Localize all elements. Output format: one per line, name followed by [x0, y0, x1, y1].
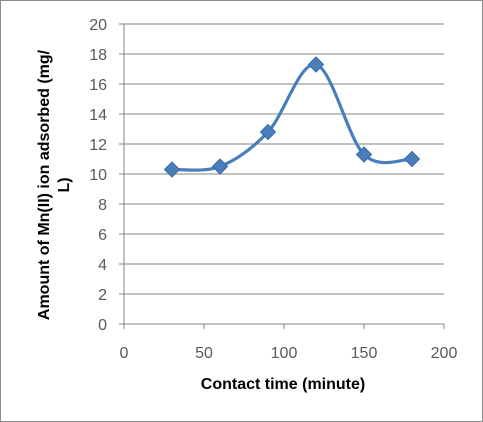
y-tick-label-20: 20 [89, 17, 107, 34]
x-tick-labels: 0 50 100 150 200 [120, 345, 458, 362]
data-point-120 [307, 56, 325, 73]
gridlines [124, 23, 444, 295]
x-tick-label-100: 100 [271, 345, 298, 362]
data-series [163, 56, 421, 178]
y-tick-labels: 0 2 4 6 8 10 12 14 16 18 20 [89, 17, 107, 334]
y-tick-label-4: 4 [98, 257, 107, 274]
y-tick-label-16: 16 [89, 77, 107, 94]
data-point-180 [403, 150, 421, 168]
y-axis-label-line-2: L) [56, 177, 73, 192]
series-line-0 [171, 62, 413, 172]
x-axis-label: Contact time (minute) [201, 376, 365, 393]
y-tick-label-8: 8 [98, 197, 107, 214]
data-point-30 [163, 161, 181, 178]
y-tick-label-18: 18 [89, 47, 107, 64]
x-tick-label-50: 50 [195, 345, 213, 362]
y-tick-label-12: 12 [89, 137, 107, 154]
y-tick-label-10: 10 [89, 167, 107, 184]
x-tick-label-0: 0 [120, 345, 129, 362]
x-tick-label-200: 200 [431, 345, 458, 362]
y-axis-label-line-1: Amount of Mn(II) ion adsorbed (mg/ [36, 49, 53, 320]
y-tick-label-14: 14 [89, 107, 107, 124]
data-point-150 [355, 146, 373, 163]
y-tick-label-6: 6 [98, 227, 107, 244]
data-point-60 [211, 158, 229, 175]
y-tick-label-2: 2 [98, 287, 107, 304]
x-tick-label-150: 150 [351, 345, 378, 362]
y-tick-label-0: 0 [98, 317, 107, 334]
data-point-90 [259, 123, 277, 141]
axes [119, 23, 445, 329]
